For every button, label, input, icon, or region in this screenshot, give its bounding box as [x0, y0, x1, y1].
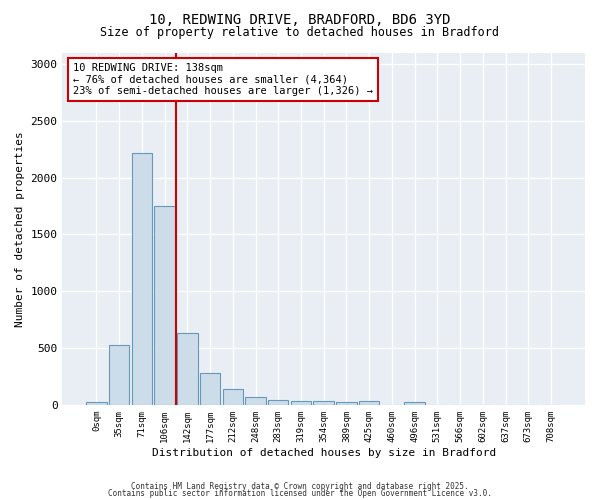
- Bar: [86, 402, 107, 405]
- Bar: [200, 373, 220, 405]
- Text: 10 REDWING DRIVE: 138sqm
← 76% of detached houses are smaller (4,364)
23% of sem: 10 REDWING DRIVE: 138sqm ← 76% of detach…: [73, 63, 373, 96]
- Bar: [268, 400, 289, 405]
- Bar: [291, 401, 311, 405]
- Bar: [404, 402, 425, 405]
- Text: Contains HM Land Registry data © Crown copyright and database right 2025.: Contains HM Land Registry data © Crown c…: [131, 482, 469, 491]
- Bar: [177, 332, 197, 405]
- X-axis label: Distribution of detached houses by size in Bradford: Distribution of detached houses by size …: [152, 448, 496, 458]
- Bar: [313, 402, 334, 405]
- Bar: [109, 345, 130, 405]
- Bar: [154, 206, 175, 405]
- Text: Size of property relative to detached houses in Bradford: Size of property relative to detached ho…: [101, 26, 499, 39]
- Bar: [359, 402, 379, 405]
- Bar: [336, 402, 356, 405]
- Text: Contains public sector information licensed under the Open Government Licence v3: Contains public sector information licen…: [108, 490, 492, 498]
- Bar: [223, 389, 243, 405]
- Text: 10, REDWING DRIVE, BRADFORD, BD6 3YD: 10, REDWING DRIVE, BRADFORD, BD6 3YD: [149, 12, 451, 26]
- Bar: [245, 397, 266, 405]
- Y-axis label: Number of detached properties: Number of detached properties: [15, 131, 25, 326]
- Bar: [131, 152, 152, 405]
